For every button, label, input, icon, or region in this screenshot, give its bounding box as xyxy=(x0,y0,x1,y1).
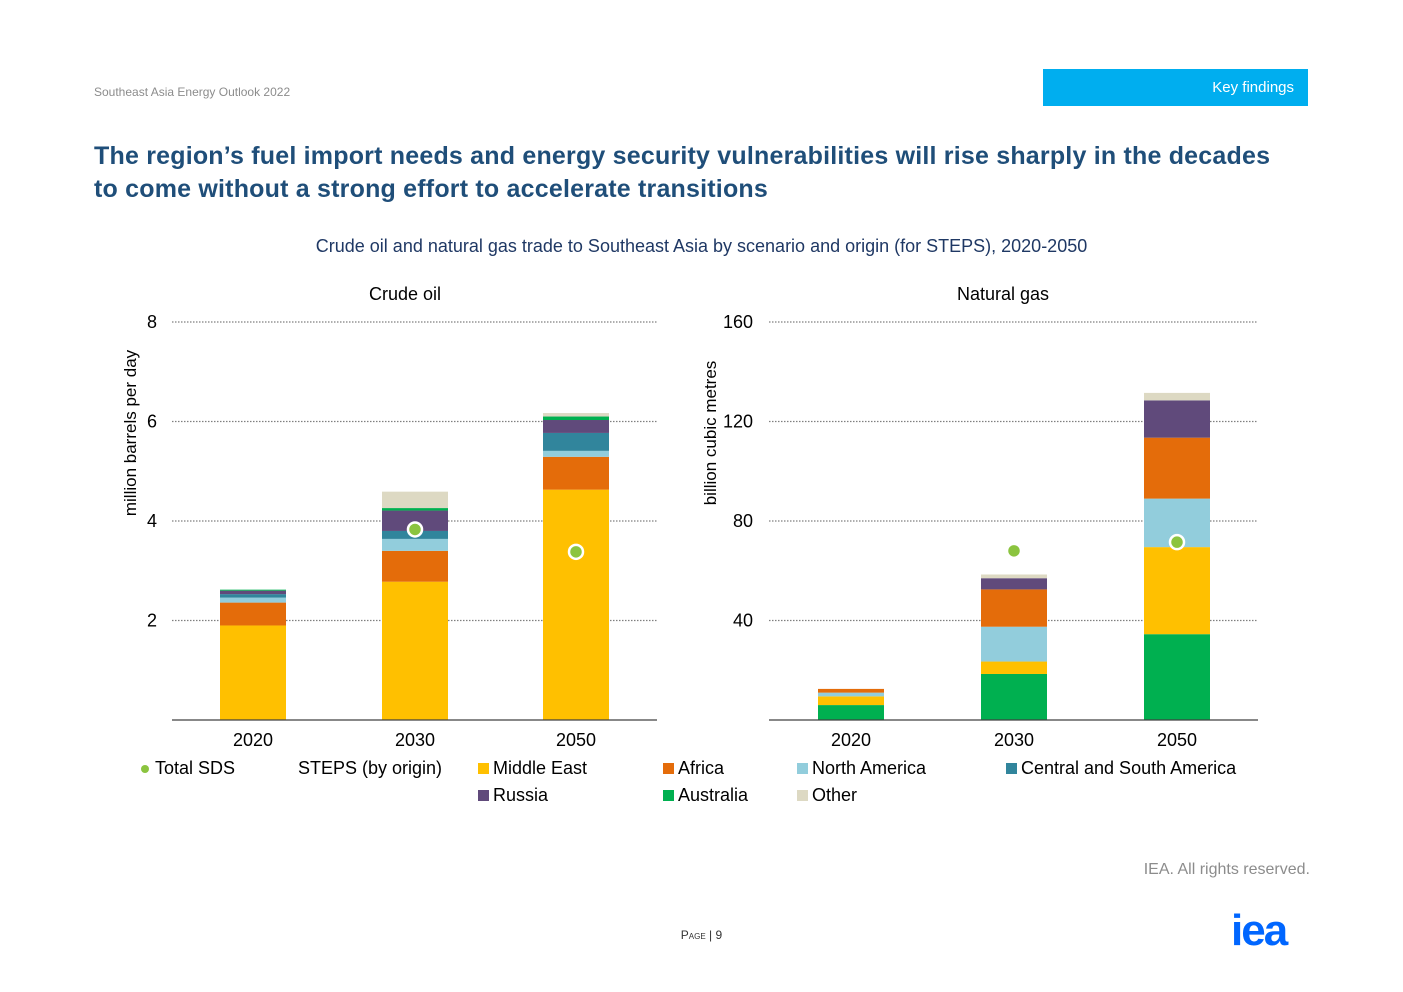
australia-swatch-icon xyxy=(663,790,674,801)
crude-oil-x-tick-label: 2050 xyxy=(556,730,596,750)
legend-other: Other xyxy=(797,785,857,806)
crude-oil-bar-africa-2030 xyxy=(382,550,448,582)
natural-gas-panel-title: Natural gas xyxy=(957,284,1049,304)
natural-gas-x-tick-label: 2020 xyxy=(831,730,871,750)
report-name: Southeast Asia Energy Outlook 2022 xyxy=(94,85,291,99)
legend-russia-label: Russia xyxy=(493,785,549,805)
crude-oil-x-tick-label: 2030 xyxy=(395,730,435,750)
legend-other-label: Other xyxy=(812,785,858,805)
natural-gas-bar-australia-2050 xyxy=(1144,634,1210,720)
legend-russia: Russia xyxy=(478,785,548,806)
natural-gas-bar-russia-2030 xyxy=(981,578,1047,590)
crude-oil-y-axis-label: million barrels per day xyxy=(121,349,140,516)
crude-oil-bar-africa-2020 xyxy=(220,602,286,626)
natural-gas-y-tick-label: 80 xyxy=(733,511,753,531)
crude-oil-bar-middle_east-2050 xyxy=(543,489,609,720)
africa-swatch-icon xyxy=(663,763,674,774)
crude-oil-bar-russia-2020 xyxy=(220,590,286,595)
natural-gas-bar-africa-2030 xyxy=(981,589,1047,627)
natural-gas-bar-middle_east-2020 xyxy=(818,696,884,706)
crude-oil-total-sds-marker xyxy=(567,543,585,561)
legend-australia: Australia xyxy=(663,785,748,806)
page-number-value: 9 xyxy=(715,928,723,942)
crude-oil-bar-russia-2030 xyxy=(382,510,448,531)
total-sds-marker-icon xyxy=(141,764,149,773)
crude-oil-bar-russia-2050 xyxy=(543,420,609,433)
legend-north-america: North America xyxy=(797,758,926,779)
legend-steps-label: STEPS (by origin) xyxy=(298,758,443,778)
legend-africa: Africa xyxy=(663,758,724,779)
chart-legend: Total SDS STEPS (by origin) Middle East … xyxy=(0,758,1403,818)
svg-text:iea: iea xyxy=(1231,911,1289,951)
crude-oil-bar-middle_east-2030 xyxy=(382,581,448,720)
natural-gas-y-tick-label: 160 xyxy=(723,312,753,332)
legend-australia-label: Australia xyxy=(678,785,749,805)
natural-gas-x-tick-label: 2050 xyxy=(1157,730,1197,750)
natural-gas-y-tick-label: 40 xyxy=(733,611,753,631)
crude-oil-bar-other-2030 xyxy=(382,491,448,509)
north-america-swatch-icon xyxy=(797,763,808,774)
natural-gas-bar-north_america-2030 xyxy=(981,626,1047,662)
natural-gas-bar-russia-2050 xyxy=(1144,400,1210,438)
crude-oil-panel-title: Crude oil xyxy=(369,284,441,304)
legend-central-south-america-label: Central and South America xyxy=(1021,758,1237,778)
crude-oil-bar-north_america-2050 xyxy=(543,450,609,457)
middle-east-swatch-icon xyxy=(478,763,489,774)
natural-gas-bar-middle_east-2050 xyxy=(1144,547,1210,635)
natural-gas-bar-other-2030 xyxy=(981,574,1047,579)
crude-oil-total-sds-marker xyxy=(406,521,424,538)
charts-area: 2 4 6 8 2020 2030 2050 Crude oil million barrels… xyxy=(121,284,1258,750)
natural-gas-total-sds-marker xyxy=(1005,542,1023,560)
crude-oil-y-tick-label: 6 xyxy=(147,412,157,432)
russia-swatch-icon xyxy=(478,790,489,801)
natural-gas-bar-north_america-2020 xyxy=(818,692,884,697)
crude-oil-x-tick-label: 2020 xyxy=(233,730,273,750)
crude-oil-bar-australia-2020 xyxy=(220,589,286,591)
figure-title: Crude oil and natural gas trade to South… xyxy=(315,236,1088,256)
crude-oil-bar-africa-2050 xyxy=(543,456,609,490)
legend-middle-east-label: Middle East xyxy=(493,758,588,778)
crude-oil-bar-middle_east-2020 xyxy=(220,625,286,720)
legend-total-sds-label: Total SDS xyxy=(155,758,236,778)
natural-gas-bar-middle_east-2030 xyxy=(981,661,1047,674)
iea-logo: iea xyxy=(1231,911,1291,951)
natural-gas-bar-africa-2050 xyxy=(1144,437,1210,499)
crude-oil-bar-central_south_america-2050 xyxy=(543,432,609,451)
legend-total-sds: Total SDS xyxy=(141,758,235,779)
crude-oil-bar-north_america-2030 xyxy=(382,538,448,551)
page-number: Page | 9 xyxy=(680,928,723,942)
legend-middle-east: Middle East xyxy=(478,758,587,779)
natural-gas-y-axis-label: billion cubic metres xyxy=(701,361,720,506)
natural-gas-bar-africa-2020 xyxy=(818,688,884,693)
legend-steps: STEPS (by origin) xyxy=(298,758,442,779)
key-findings-tab[interactable]: Key findings xyxy=(1043,69,1308,106)
legend-africa-label: Africa xyxy=(678,758,725,778)
other-swatch-icon xyxy=(797,790,808,801)
copyright-notice: IEA. All rights reserved. xyxy=(1143,861,1310,878)
crude-oil-y-tick-label: 8 xyxy=(147,312,157,332)
natural-gas-total-sds-marker xyxy=(1168,533,1186,551)
crude-oil-y-tick-label: 2 xyxy=(147,611,157,631)
legend-central-south-america: Central and South America xyxy=(1006,758,1236,779)
natural-gas-bar-australia-2030 xyxy=(981,673,1047,720)
central-south-america-swatch-icon xyxy=(1006,763,1017,774)
natural-gas-y-tick-label: 120 xyxy=(723,412,753,432)
crude-oil-bar-other-2050 xyxy=(543,413,609,417)
crude-oil-bar-australia-2030 xyxy=(382,508,448,511)
natural-gas-bar-australia-2020 xyxy=(818,705,884,720)
crude-oil-bar-central_south_america-2020 xyxy=(220,594,286,598)
page-label: Page xyxy=(680,928,706,942)
legend-north-america-label: North America xyxy=(812,758,927,778)
crude-oil-y-tick-label: 4 xyxy=(147,511,157,531)
crude-oil-bar-australia-2050 xyxy=(543,416,609,421)
natural-gas-x-tick-label: 2030 xyxy=(994,730,1034,750)
natural-gas-bar-other-2050 xyxy=(1144,392,1210,401)
page-headline: The region’s fuel import needs and energ… xyxy=(94,142,1271,203)
crude-oil-bar-north_america-2020 xyxy=(220,597,286,603)
